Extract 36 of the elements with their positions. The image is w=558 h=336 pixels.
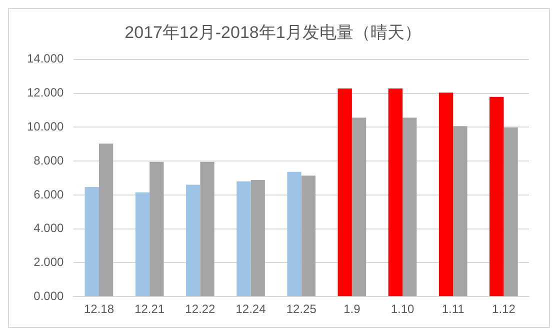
- y-tick-label: 12.000: [27, 86, 64, 100]
- bar: [250, 180, 265, 296]
- bar: [84, 186, 99, 296]
- y-tick-label: 14.000: [27, 52, 64, 66]
- x-tick-label: 1.10: [390, 302, 415, 316]
- y-tick-label: 2.000: [34, 255, 64, 270]
- x-tick-label: 12.25: [286, 302, 317, 316]
- bar: [490, 96, 504, 296]
- x-tick-label: 1.9: [344, 302, 361, 316]
- bar: [99, 144, 114, 296]
- bar: [453, 126, 468, 296]
- bar: [388, 88, 403, 296]
- y-tick-label: 4.000: [34, 221, 64, 236]
- chart-title: 2017年12月-2018年1月发电量（晴天）: [124, 22, 422, 42]
- y-tick-label: 10.000: [27, 119, 64, 134]
- bar: [402, 118, 417, 296]
- x-tick-label: 12.22: [185, 302, 216, 316]
- bar: [301, 176, 316, 296]
- bar: [186, 184, 200, 296]
- y-tick-label: 0.000: [34, 288, 64, 303]
- x-tick-label: 12.18: [84, 302, 114, 316]
- bar: [287, 172, 302, 296]
- y-tick-label: 6.000: [34, 187, 64, 202]
- bar: [236, 181, 251, 296]
- bar: [135, 192, 150, 296]
- x-tick-label: 12.21: [134, 302, 165, 316]
- bar: [438, 92, 454, 296]
- bar: [352, 118, 366, 296]
- bar: [150, 162, 164, 296]
- x-tick-label: 12.24: [236, 302, 266, 316]
- bar: [338, 88, 352, 296]
- x-tick-label: 1.11: [442, 302, 465, 316]
- bar: [200, 162, 214, 296]
- y-tick-label: 8.000: [34, 153, 64, 168]
- bar: [504, 128, 518, 296]
- x-tick-label: 1.12: [492, 302, 516, 316]
